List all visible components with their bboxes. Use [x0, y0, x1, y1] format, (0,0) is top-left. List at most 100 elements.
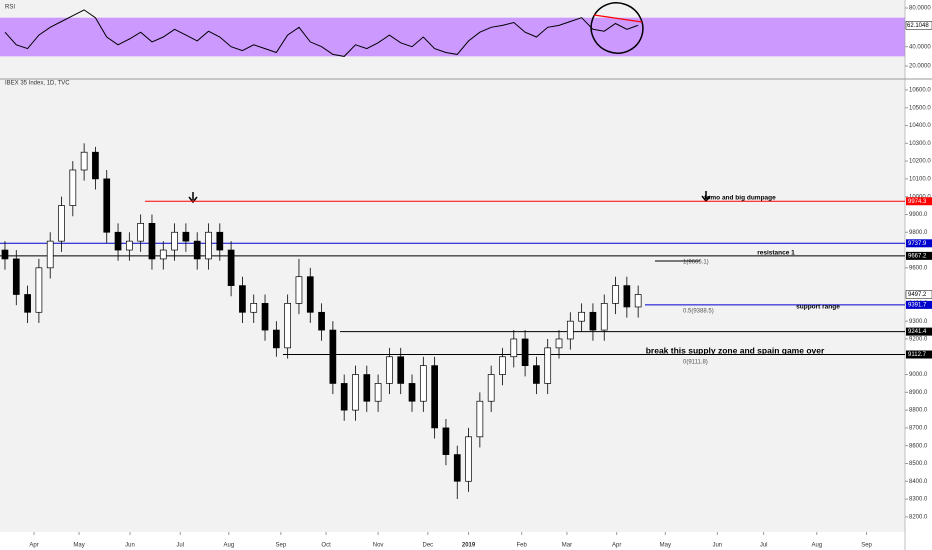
candle-body — [295, 276, 303, 304]
y-tick-label: 10300.0 — [909, 141, 931, 147]
x-tick-label: Nov — [373, 543, 384, 549]
candle-body — [126, 240, 133, 251]
candle-body — [634, 294, 642, 308]
candle-body — [544, 347, 552, 384]
candle — [431, 356, 438, 439]
time-axis — [0, 532, 932, 550]
candle — [216, 223, 224, 261]
y-tick-label: 9900.0 — [909, 212, 928, 218]
candle — [137, 214, 145, 252]
y-tick-label: 10100.0 — [909, 176, 931, 182]
y-tick-label: 8400.0 — [909, 479, 928, 485]
x-tick-label: May — [660, 543, 671, 549]
candle-body — [612, 285, 619, 304]
y-tick-label: 8700.0 — [909, 425, 928, 431]
annotation: support range — [796, 304, 840, 311]
candle — [306, 267, 314, 323]
annotation: resistance 1 — [757, 250, 795, 257]
y-tick-label: 10400.0 — [909, 123, 931, 129]
y-tick-label: 8800.0 — [909, 408, 928, 414]
candle — [126, 232, 133, 261]
candle-body — [386, 356, 393, 384]
arrow — [188, 192, 198, 204]
candle-body — [193, 240, 201, 260]
candle — [24, 285, 31, 323]
x-tick-label: May — [73, 543, 84, 549]
candle — [510, 330, 518, 368]
candle-body — [182, 231, 190, 242]
price-tag — [906, 300, 932, 309]
candle-body — [284, 303, 291, 349]
candle-body — [148, 223, 156, 260]
rsi-line — [4, 9, 639, 57]
candle — [397, 347, 405, 395]
x-tick-label: Jun — [712, 543, 722, 549]
candle-body — [465, 436, 472, 482]
y-tick-label: 40.0000 — [909, 44, 931, 50]
candle — [159, 241, 167, 270]
price-tag-label: 9112.7 — [908, 352, 927, 358]
candle — [58, 196, 65, 252]
candle-body — [487, 374, 495, 402]
candle-body — [114, 231, 122, 251]
candle-body — [600, 303, 608, 331]
x-tick-label: Feb — [517, 543, 528, 549]
candle — [80, 143, 88, 181]
candle — [600, 294, 608, 341]
candle-body — [159, 249, 167, 260]
candle-body — [69, 169, 77, 206]
y-tick-label: 8500.0 — [909, 461, 928, 467]
rsi-title: RSI — [5, 5, 15, 11]
candle-body — [35, 267, 43, 313]
price-tag — [906, 197, 932, 206]
candle-body — [80, 151, 88, 171]
candle-body — [442, 427, 450, 455]
y-tick-label: 9300.0 — [909, 319, 928, 325]
candle-body — [261, 303, 269, 331]
candle-body — [408, 383, 416, 402]
candle — [250, 294, 258, 323]
candle — [239, 276, 246, 323]
candle-body — [24, 294, 31, 313]
candle — [193, 232, 201, 270]
candle-body — [58, 205, 65, 242]
candle-body — [578, 311, 585, 322]
candle — [465, 427, 472, 492]
y-tick-label: 8300.0 — [909, 497, 928, 503]
candle — [487, 365, 495, 412]
candle-body — [453, 454, 461, 482]
price-axis — [905, 0, 932, 550]
candle — [69, 161, 77, 217]
candle — [408, 374, 416, 412]
x-tick-label: 2019 — [462, 543, 476, 549]
x-tick-label: Jul — [176, 543, 184, 549]
candle — [578, 303, 585, 332]
y-tick-label: 10200.0 — [909, 159, 931, 165]
candle — [284, 294, 291, 359]
price-tag — [906, 239, 932, 248]
candle — [272, 321, 280, 357]
candle-body — [205, 231, 212, 260]
y-tick-label: 9200.0 — [909, 337, 928, 343]
candle — [623, 276, 631, 318]
x-tick-label: Mar — [562, 543, 572, 549]
candle — [555, 330, 563, 359]
candle-body — [171, 231, 178, 251]
candle — [363, 365, 371, 412]
x-tick-label: Aug — [224, 543, 235, 549]
annotation: break this supply zone and spain game ov… — [646, 345, 825, 355]
price-tag — [906, 251, 932, 260]
rsi-band — [0, 17, 905, 57]
trend-line — [593, 14, 643, 23]
candle-body — [521, 338, 529, 367]
candle — [1, 241, 9, 270]
candle — [352, 365, 359, 421]
candle — [318, 303, 325, 341]
candle — [442, 419, 450, 466]
x-tick-label: Sep — [861, 543, 872, 549]
price-tag-label: 9737.9 — [908, 241, 927, 247]
y-tick-label: 8600.0 — [909, 443, 928, 449]
price-tag-label: 9667.2 — [908, 253, 927, 259]
candle-body — [363, 374, 371, 402]
